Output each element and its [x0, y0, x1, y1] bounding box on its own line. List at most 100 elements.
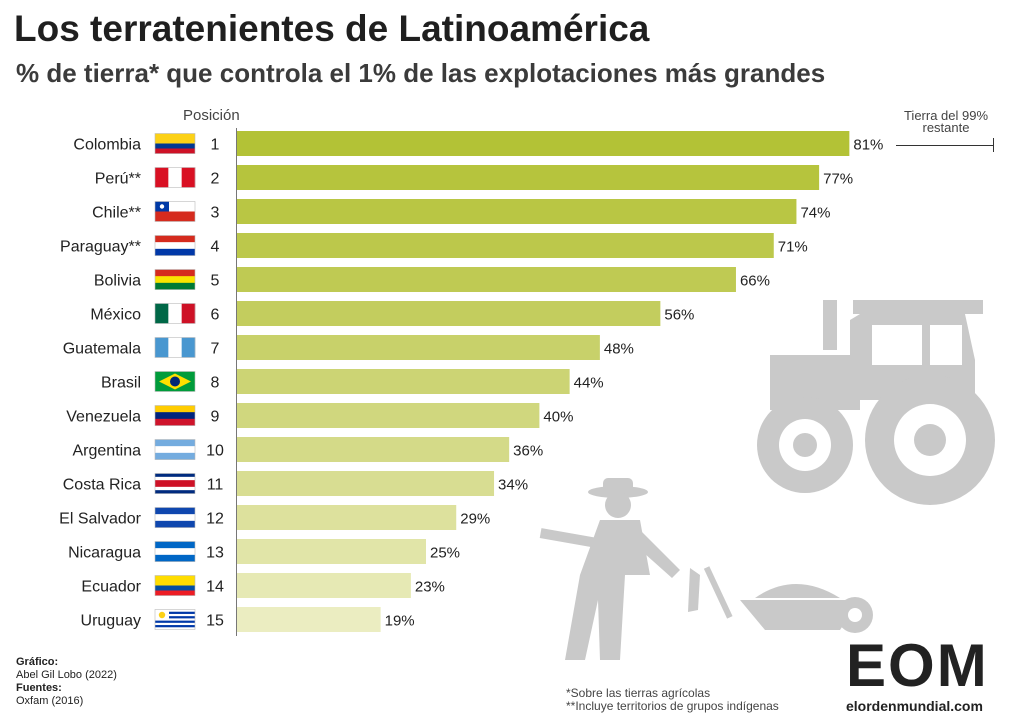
category-label: Argentina	[73, 443, 142, 460]
flag-stripe	[155, 276, 195, 284]
flag-stripe	[155, 337, 169, 358]
bar	[237, 165, 820, 190]
flag-stripe	[155, 507, 195, 515]
footnote-2: **Incluye territorios de grupos indígena…	[566, 699, 779, 713]
category-label: Ecuador	[81, 579, 141, 596]
flag-border	[154, 201, 196, 222]
category-label: Costa Rica	[63, 477, 141, 494]
bar	[237, 403, 540, 428]
bar-value-label: 40%	[543, 409, 573, 426]
bar-value-label: 29%	[460, 511, 490, 528]
flag-stripe	[155, 480, 195, 484]
flag-border	[154, 507, 196, 528]
chart-subtitle: % de tierra* que controla el 1% de las e…	[16, 58, 826, 88]
wheelbarrow-icon	[703, 566, 873, 633]
position-label: 6	[211, 307, 220, 324]
flag-stripe	[155, 446, 195, 454]
bar	[237, 369, 570, 394]
flag-border	[154, 575, 196, 596]
bar	[237, 607, 381, 632]
flag-stripe	[155, 248, 195, 256]
logo-url-suffix: mundial.com	[896, 698, 983, 714]
flag-border	[154, 235, 196, 256]
bar-value-label: 44%	[574, 375, 604, 392]
category-label: Bolivia	[94, 273, 141, 290]
flag-stripe	[155, 613, 195, 617]
flag-stripe	[155, 580, 195, 586]
flag-border	[154, 269, 196, 290]
category-label: Paraguay**	[60, 239, 141, 256]
flag-border	[154, 473, 196, 494]
bar-value-label: 71%	[778, 239, 808, 256]
graphic-author: Abel Gil Lobo (2022)	[16, 669, 117, 681]
sources-label: Fuentes:	[16, 682, 62, 694]
bar-value-label: 77%	[823, 171, 853, 188]
flag-stripe	[155, 452, 195, 460]
position-label: 3	[211, 205, 220, 222]
chart-title: Los terratenientes de Latinoamérica	[14, 8, 650, 49]
flag-stripe	[181, 167, 196, 188]
flag-stripe	[155, 611, 195, 615]
position-label: 7	[211, 341, 220, 358]
flag-stripe	[155, 554, 195, 562]
flag-stripe	[155, 439, 195, 447]
sources: Oxfam (2016)	[16, 695, 84, 707]
bar-value-label: 48%	[604, 341, 634, 358]
bar-value-label: 36%	[513, 443, 543, 460]
flag-stripe	[155, 541, 195, 549]
position-label: 2	[211, 171, 220, 188]
flag-sun	[158, 611, 166, 619]
rest-label: Tierra del 99% restante	[903, 108, 989, 135]
flag-stripe	[155, 412, 195, 420]
category-label: Uruguay	[81, 613, 141, 630]
farmer-icon	[539, 478, 700, 660]
graphic-label: Gráfico:	[16, 656, 59, 668]
position-label: 13	[206, 545, 224, 562]
position-label: 15	[206, 613, 224, 630]
flag-stripe	[155, 520, 195, 528]
rest-bracket-tick	[993, 138, 994, 152]
bar-value-label: 74%	[800, 205, 830, 222]
category-label: Guatemala	[63, 341, 141, 358]
bar-value-label: 56%	[664, 307, 694, 324]
position-label: 8	[211, 375, 220, 392]
flag-stripe	[155, 625, 195, 628]
flag-stripe	[168, 337, 182, 358]
category-label: México	[90, 307, 141, 324]
flag-stripe	[155, 514, 195, 522]
footnote-1: *Sobre las tierras agrícolas	[566, 686, 711, 700]
category-label: Perú**	[95, 171, 141, 188]
flag-border	[154, 371, 196, 392]
bar-value-label: 34%	[498, 477, 528, 494]
flag-stripe	[155, 303, 169, 324]
position-label: 9	[211, 409, 220, 426]
flag-stripe	[155, 282, 195, 290]
flag-border	[154, 541, 196, 562]
bar	[237, 131, 850, 156]
flag-stripe	[155, 235, 195, 243]
bar	[237, 437, 510, 462]
position-label: 12	[206, 511, 224, 528]
flag-stripe	[155, 486, 195, 491]
flag-stripe	[155, 201, 195, 212]
position-label: 1	[211, 137, 220, 154]
bar	[237, 573, 411, 598]
bar-value-label: 23%	[415, 579, 445, 596]
bar-value-label: 66%	[740, 273, 770, 290]
flag-stripe	[155, 627, 195, 630]
flag-stripe	[155, 211, 195, 222]
flag-stripe	[168, 167, 182, 188]
flag-border	[154, 303, 196, 324]
category-label: El Salvador	[59, 511, 141, 528]
bar	[237, 539, 426, 564]
flag-stripe	[155, 620, 195, 624]
flag-stripe	[181, 337, 196, 358]
position-label: 11	[207, 477, 224, 494]
flag-stripe	[155, 148, 195, 154]
logo-mark: EOM	[846, 632, 989, 699]
flag-stripe	[155, 418, 195, 426]
y-axis-line	[236, 128, 237, 636]
bar	[237, 335, 600, 360]
flag-border	[154, 167, 196, 188]
flag-stripe	[155, 609, 195, 613]
